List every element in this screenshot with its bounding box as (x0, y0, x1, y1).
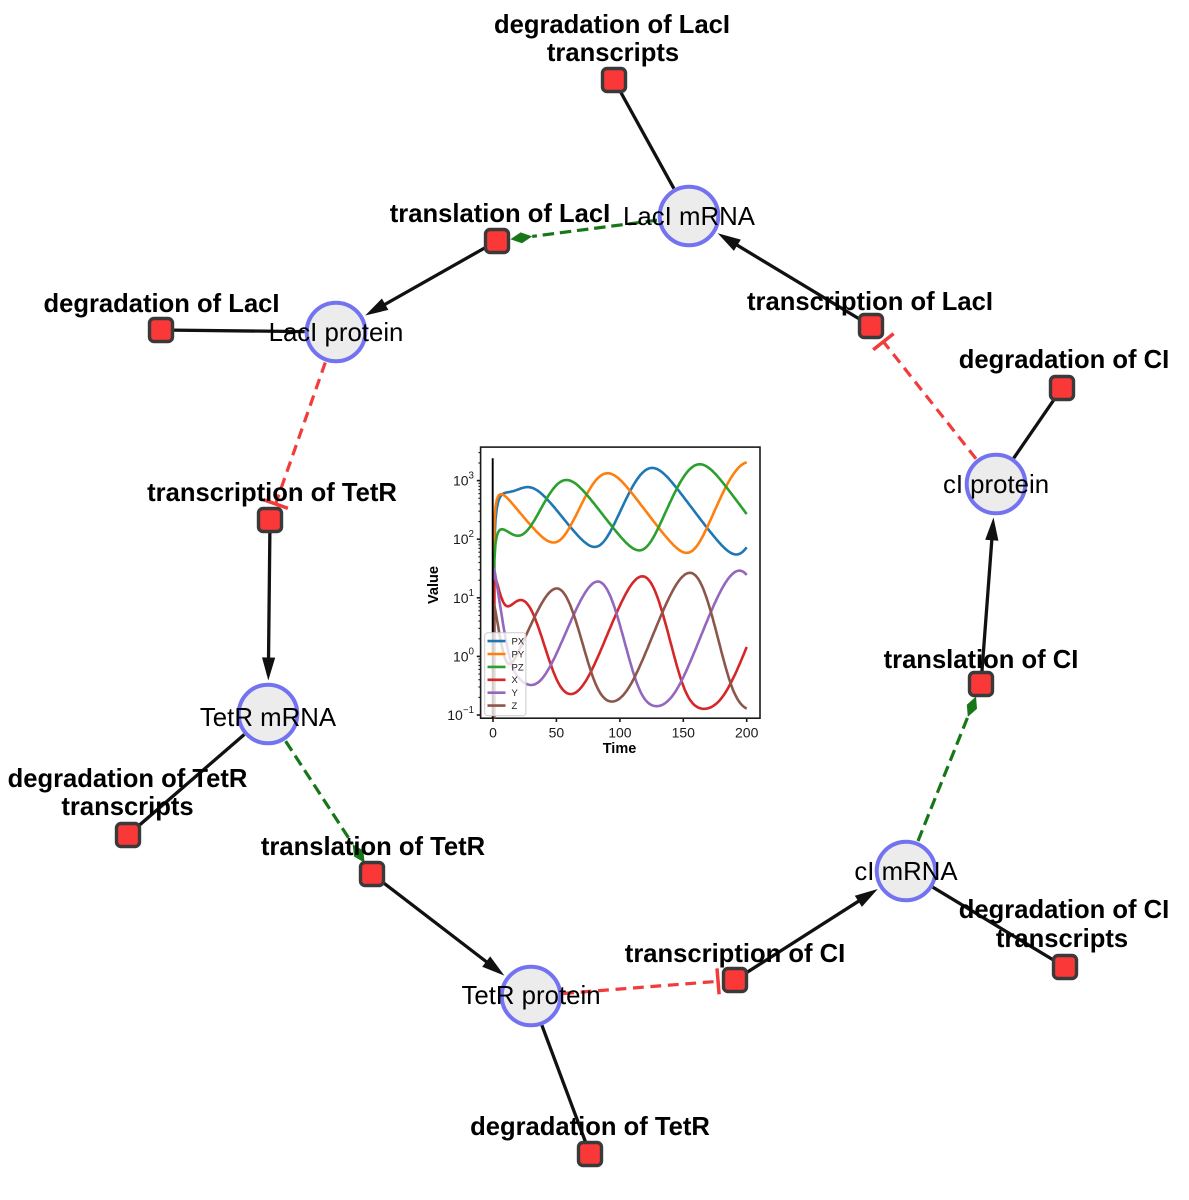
svg-text:TetR mRNA: TetR mRNA (200, 704, 337, 732)
svg-text:X: X (512, 675, 519, 686)
svg-text:degradation of TetR: degradation of TetR (470, 1113, 710, 1141)
svg-text:Y: Y (512, 688, 519, 699)
svg-text:200: 200 (735, 725, 759, 741)
svg-text:Time: Time (603, 741, 637, 757)
svg-text:degradation of CI: degradation of CI (959, 896, 1169, 924)
svg-text:0: 0 (489, 725, 497, 741)
svg-text:100: 100 (608, 725, 632, 741)
svg-text:transcripts: transcripts (61, 793, 193, 821)
svg-text:PZ: PZ (512, 662, 524, 673)
svg-text:150: 150 (672, 725, 696, 741)
svg-text:LacI protein: LacI protein (269, 319, 404, 347)
svg-text:transcription of CI: transcription of CI (625, 940, 845, 968)
svg-text:PY: PY (512, 649, 525, 660)
svg-text:cI mRNA: cI mRNA (854, 858, 958, 886)
svg-text:translation of TetR: translation of TetR (261, 833, 485, 861)
svg-text:degradation of CI: degradation of CI (959, 346, 1169, 374)
svg-text:degradation of LacI: degradation of LacI (43, 290, 279, 318)
svg-text:degradation of LacI: degradation of LacI (494, 11, 730, 39)
svg-text:transcripts: transcripts (996, 925, 1128, 953)
svg-text:LacI mRNA: LacI mRNA (623, 203, 756, 231)
svg-text:cI protein: cI protein (943, 471, 1049, 499)
svg-text:transcripts: transcripts (547, 39, 679, 67)
svg-text:transcription of LacI: transcription of LacI (747, 288, 993, 316)
svg-text:Value: Value (426, 566, 442, 604)
svg-text:TetR protein: TetR protein (461, 982, 600, 1010)
svg-text:degradation of TetR: degradation of TetR (8, 765, 248, 793)
svg-text:PX: PX (512, 637, 525, 648)
svg-text:translation of CI: translation of CI (884, 646, 1079, 674)
svg-text:50: 50 (549, 725, 565, 741)
svg-text:Z: Z (512, 701, 518, 712)
svg-text:transcription of TetR: transcription of TetR (147, 479, 397, 507)
svg-text:translation of LacI: translation of LacI (390, 200, 610, 228)
